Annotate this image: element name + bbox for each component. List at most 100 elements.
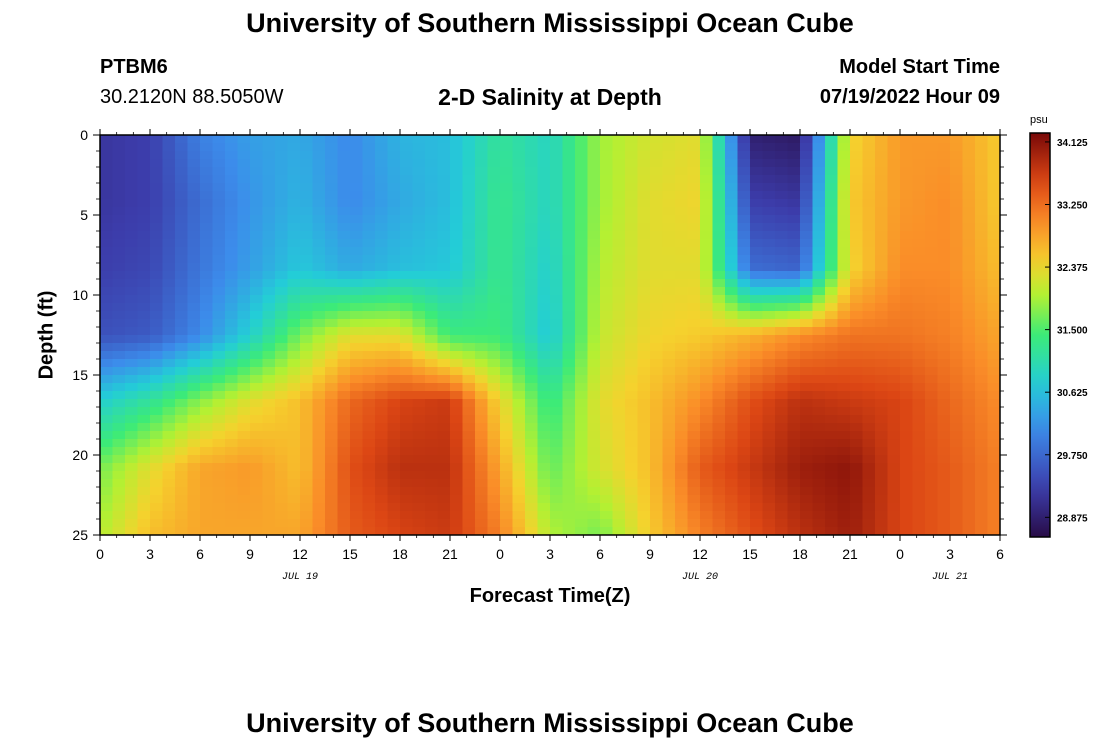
heatmap-cell (750, 503, 764, 512)
heatmap-cell (350, 527, 364, 535)
heatmap-cell (825, 319, 839, 328)
heatmap-cell (337, 455, 351, 464)
heatmap-cell (587, 271, 601, 280)
heatmap-cell (450, 367, 464, 376)
heatmap-cell (362, 183, 376, 192)
heatmap-cell (600, 247, 614, 256)
heatmap-cell (812, 407, 826, 416)
heatmap-cell (375, 391, 389, 400)
heatmap-cell (687, 415, 701, 424)
heatmap-cell (975, 263, 989, 272)
heatmap-cell (175, 295, 189, 304)
heatmap-cell (712, 351, 726, 360)
heatmap-cell (350, 207, 364, 216)
heatmap-cell (312, 351, 326, 360)
heatmap-cell (837, 327, 851, 336)
heatmap-cell (962, 175, 976, 184)
heatmap-cell (787, 367, 801, 376)
heatmap-cell (812, 191, 826, 200)
heatmap-cell (437, 415, 451, 424)
heatmap-cell (875, 175, 889, 184)
heatmap-cell (375, 231, 389, 240)
heatmap-cell (225, 263, 239, 272)
heatmap-cell (837, 383, 851, 392)
heatmap-cell (900, 487, 914, 496)
heatmap-cell (262, 351, 276, 360)
heatmap-cell (800, 231, 814, 240)
heatmap-cell (912, 359, 926, 368)
heatmap-cell (725, 463, 739, 472)
heatmap-cell (250, 351, 264, 360)
heatmap-cell (500, 527, 514, 535)
heatmap-cell (600, 207, 614, 216)
heatmap-cell (637, 415, 651, 424)
heatmap-cell (987, 295, 1000, 304)
heatmap-cell (287, 463, 301, 472)
heatmap-cell (500, 303, 514, 312)
heatmap-cell (387, 183, 401, 192)
heatmap-cell (387, 223, 401, 232)
heatmap-cell (712, 375, 726, 384)
heatmap-cell (225, 255, 239, 264)
heatmap-cell (225, 415, 239, 424)
heatmap-cell (437, 351, 451, 360)
heatmap-cell (262, 495, 276, 504)
heatmap-cell (575, 183, 589, 192)
heatmap-cell (625, 423, 639, 432)
heatmap-cell (537, 279, 551, 288)
heatmap-cell (762, 327, 776, 336)
heatmap-cell (312, 255, 326, 264)
heatmap-cell (262, 335, 276, 344)
heatmap-cell (250, 255, 264, 264)
heatmap-cell (750, 279, 764, 288)
heatmap-cell (937, 303, 951, 312)
heatmap-cell (950, 183, 964, 192)
heatmap-cell (337, 471, 351, 480)
heatmap-cell (212, 399, 226, 408)
heatmap-cell (725, 359, 739, 368)
heatmap-cell (825, 255, 839, 264)
heatmap-cell (800, 215, 814, 224)
heatmap-cell (275, 207, 289, 216)
heatmap-cell (512, 439, 526, 448)
y-tick-label: 15 (72, 367, 88, 383)
heatmap-cell (712, 479, 726, 488)
heatmap-cell (387, 351, 401, 360)
heatmap-cell (150, 295, 164, 304)
heatmap-cell (212, 247, 226, 256)
heatmap-cell (562, 175, 576, 184)
heatmap-cell (925, 263, 939, 272)
heatmap-cell (962, 351, 976, 360)
heatmap-cell (600, 519, 614, 528)
heatmap-cell (150, 159, 164, 168)
heatmap-cell (275, 287, 289, 296)
heatmap-cell (912, 407, 926, 416)
heatmap-cell (450, 351, 464, 360)
heatmap-cell (237, 247, 251, 256)
heatmap-cell (512, 175, 526, 184)
heatmap-cell (250, 311, 264, 320)
heatmap-cell (187, 191, 201, 200)
heatmap-cell (112, 503, 126, 512)
heatmap-cell (275, 367, 289, 376)
heatmap-cell (787, 335, 801, 344)
heatmap-cell (125, 271, 139, 280)
heatmap-cell (837, 367, 851, 376)
heatmap-cell (150, 327, 164, 336)
heatmap-cell (800, 519, 814, 528)
heatmap-cell (662, 391, 676, 400)
heatmap-cell (712, 135, 726, 144)
heatmap-cell (337, 367, 351, 376)
heatmap-cell (825, 271, 839, 280)
heatmap-cell (900, 143, 914, 152)
heatmap-cell (875, 511, 889, 520)
heatmap-cell (262, 503, 276, 512)
heatmap-cell (662, 407, 676, 416)
heatmap-cell (287, 495, 301, 504)
heatmap-cell (125, 479, 139, 488)
heatmap-cell (150, 335, 164, 344)
heatmap-cell (275, 175, 289, 184)
heatmap-cell (887, 471, 901, 480)
heatmap-cell (475, 503, 489, 512)
heatmap-cell (275, 351, 289, 360)
